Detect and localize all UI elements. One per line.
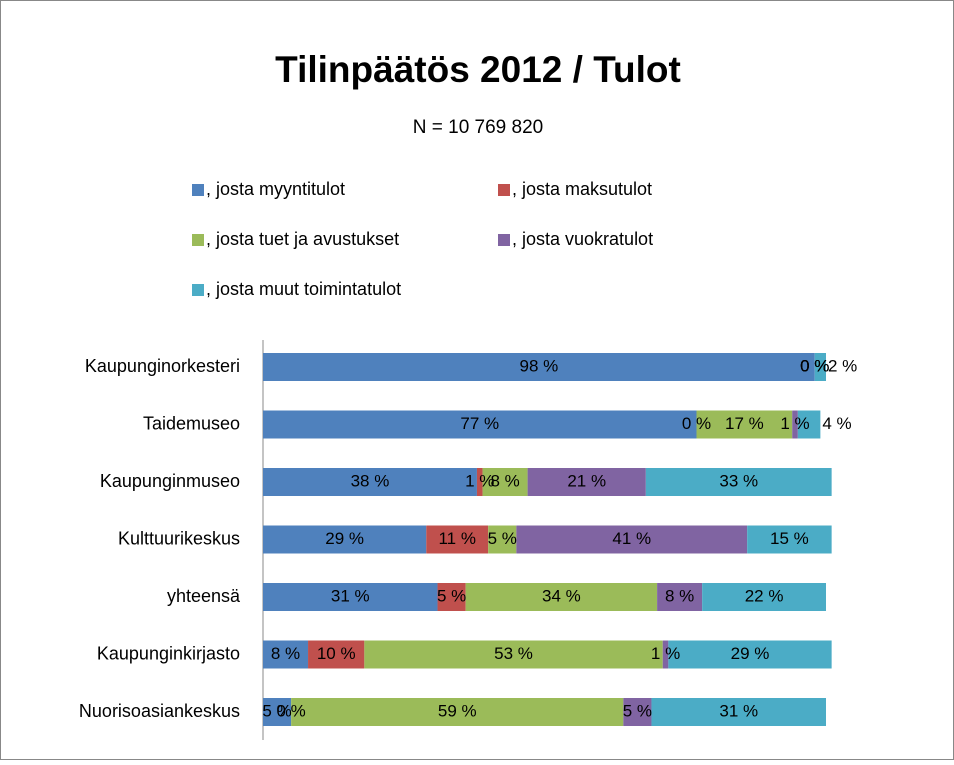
data-label: 29 % bbox=[731, 644, 770, 663]
data-label: 29 % bbox=[325, 529, 364, 548]
data-label: 59 % bbox=[438, 701, 477, 720]
legend-label: , josta maksutulot bbox=[512, 179, 652, 199]
data-label: 31 % bbox=[331, 586, 370, 605]
bar-segment bbox=[527, 468, 646, 496]
chart-title: Tilinpäätös 2012 / Tulot bbox=[275, 49, 681, 90]
legend-swatch bbox=[192, 284, 204, 296]
data-label: 10 % bbox=[317, 644, 356, 663]
data-label: 17 % bbox=[725, 414, 764, 433]
chart-subtitle: N = 10 769 820 bbox=[413, 117, 543, 138]
legend-label: , josta tuet ja avustukset bbox=[206, 229, 399, 249]
data-label: 5 % bbox=[262, 701, 291, 720]
bar-segment bbox=[476, 468, 483, 496]
bar-segment bbox=[488, 525, 517, 554]
data-label: 0 % bbox=[277, 701, 306, 720]
data-label: 41 % bbox=[612, 529, 651, 548]
bar-segment bbox=[516, 525, 748, 554]
bar-segment bbox=[263, 468, 477, 496]
bar-segment bbox=[482, 468, 528, 496]
bar-segment bbox=[465, 583, 658, 611]
data-label: 15 % bbox=[770, 529, 809, 548]
data-label: 21 % bbox=[567, 471, 606, 490]
data-label: 8 % bbox=[490, 471, 519, 490]
bar-segment bbox=[263, 353, 815, 381]
data-label: 1 % bbox=[465, 471, 494, 490]
y-tick-label: Kaupunginorkesteri bbox=[85, 356, 240, 376]
data-label: 11 % bbox=[438, 529, 476, 548]
y-tick-label: yhteensä bbox=[167, 586, 241, 606]
data-label: 33 % bbox=[719, 471, 758, 490]
data-label: 5 % bbox=[437, 586, 466, 605]
y-tick-label: Nuorisoasiankeskus bbox=[79, 701, 240, 721]
data-label: 98 % bbox=[519, 356, 558, 375]
bar-segment bbox=[263, 525, 427, 554]
data-label: 38 % bbox=[351, 471, 390, 490]
bar-segment bbox=[263, 640, 309, 669]
bar-segment bbox=[814, 353, 826, 381]
bar-segment bbox=[668, 640, 832, 669]
legend-swatch bbox=[192, 234, 204, 246]
data-label: 1 % bbox=[780, 414, 809, 433]
bar-segment bbox=[702, 583, 826, 611]
data-label: 22 % bbox=[745, 586, 784, 605]
bar-segment bbox=[747, 525, 832, 554]
data-label: 77 % bbox=[460, 414, 499, 433]
bar-segment bbox=[308, 640, 365, 669]
bar-segment bbox=[797, 410, 821, 439]
bar-segment bbox=[291, 698, 624, 726]
data-label: 8 % bbox=[271, 644, 300, 663]
data-label: 0 % bbox=[800, 356, 829, 375]
bar-segment bbox=[651, 698, 826, 726]
y-tick-label: Taidemuseo bbox=[143, 413, 240, 433]
bar-segment bbox=[426, 525, 489, 554]
data-label: 0 % bbox=[800, 356, 829, 375]
data-label: 31 % bbox=[719, 701, 758, 720]
bar-segment bbox=[645, 468, 832, 496]
bar-segment bbox=[263, 698, 292, 726]
bar-segment bbox=[792, 410, 798, 439]
legend-swatch bbox=[498, 184, 510, 196]
bar-segment bbox=[437, 583, 466, 611]
data-label: 5 % bbox=[623, 701, 652, 720]
bar-segment bbox=[623, 698, 652, 726]
legend-label: , josta vuokratulot bbox=[512, 229, 653, 249]
data-label: 5 % bbox=[488, 529, 517, 548]
y-tick-label: Kulttuurikeskus bbox=[118, 528, 240, 548]
data-label: 34 % bbox=[542, 586, 581, 605]
y-tick-label: Kaupunginmuseo bbox=[100, 471, 240, 491]
bar-segment bbox=[263, 583, 438, 611]
bar-segment bbox=[263, 410, 697, 439]
data-label: 1 % bbox=[651, 644, 680, 663]
data-label: 2 % bbox=[828, 356, 857, 375]
data-label: 8 % bbox=[665, 586, 694, 605]
bar-segment bbox=[662, 640, 669, 669]
legend-label: , josta myyntitulot bbox=[206, 179, 345, 199]
legend-swatch bbox=[498, 234, 510, 246]
bar-segment bbox=[696, 410, 793, 439]
data-label: 0 % bbox=[682, 414, 711, 433]
data-label: 53 % bbox=[494, 644, 533, 663]
bar-segment bbox=[657, 583, 703, 611]
data-label: 4 % bbox=[822, 414, 851, 433]
data-label: 0 % bbox=[800, 356, 829, 375]
legend-swatch bbox=[192, 184, 204, 196]
y-tick-label: Kaupunginkirjasto bbox=[97, 643, 240, 663]
bar-segment bbox=[364, 640, 663, 669]
legend-label: , josta muut toimintatulot bbox=[206, 279, 401, 299]
